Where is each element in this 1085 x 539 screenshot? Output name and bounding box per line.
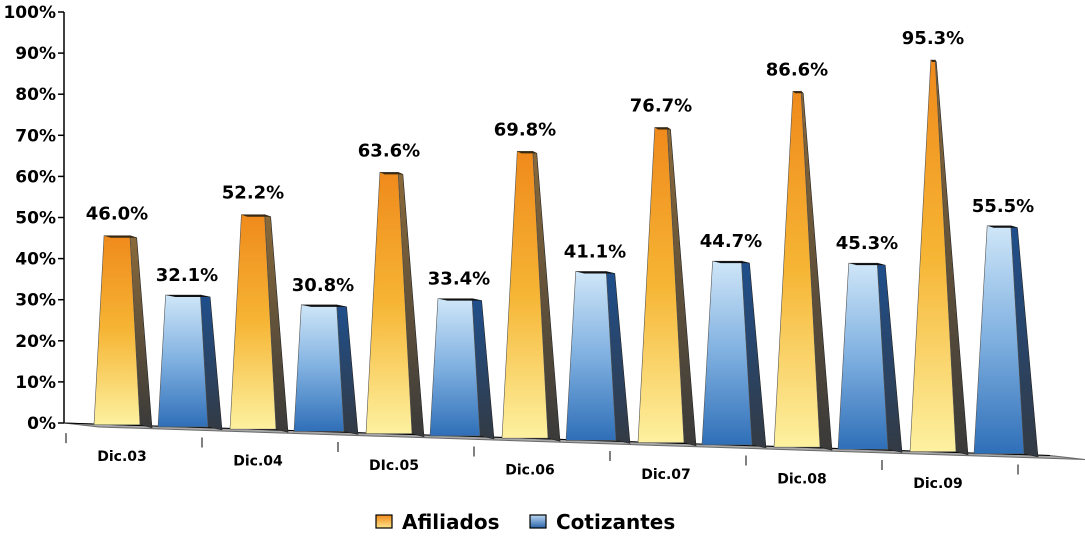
y-tick-label: 20% (15, 332, 56, 352)
data-label: 55.5% (972, 196, 1034, 217)
bar-top-cap (241, 214, 271, 217)
bar-afiliados-dic03 (93, 235, 153, 429)
data-label: 76.7% (630, 95, 692, 116)
x-tick-label: Dic.07 (641, 467, 691, 483)
data-label: 86.6% (766, 59, 828, 80)
legend-label: Cotizantes (556, 510, 675, 534)
bar-top-cap (848, 263, 886, 266)
bar-afiliados-dic05 (365, 171, 425, 438)
data-label: 30.8% (292, 275, 354, 296)
bar-top-cap (301, 304, 347, 307)
y-tick-label: 0% (27, 414, 56, 434)
bar-cotizantes-dic09 (973, 225, 1039, 458)
y-tick-label: 50% (15, 209, 56, 229)
data-label: 46.0% (86, 204, 148, 225)
data-label: 95.3% (902, 28, 964, 49)
bar-top-cap (792, 91, 804, 94)
bar-top-cap (437, 298, 482, 301)
data-label: 63.6% (358, 140, 420, 161)
bar-cotizantes-dic04 (293, 304, 359, 435)
x-tick-label: Dic.06 (505, 462, 555, 478)
x-tick-label: Dic.08 (777, 471, 827, 487)
data-label: 33.4% (428, 269, 490, 290)
bar-front-face (293, 304, 345, 432)
bar-cotizantes-dic08 (837, 262, 903, 453)
legend-swatch (375, 514, 393, 529)
x-tick-label: DIc.05 (369, 458, 419, 474)
y-tick-label: 70% (15, 126, 56, 146)
bar-front-face (157, 294, 209, 428)
bar-top-cap (987, 225, 1018, 228)
data-label: 52.2% (222, 183, 284, 204)
bar-afiliados-dic09 (909, 59, 969, 456)
x-tick-label: Dic.09 (913, 476, 963, 492)
bar-afiliados-dic04 (229, 214, 289, 433)
bar-cotizantes-dic03 (157, 294, 223, 431)
bar-afiliados-dic07 (637, 126, 697, 447)
data-label: 69.8% (494, 119, 556, 140)
y-tick-label: 10% (15, 373, 56, 393)
y-tick-label: 90% (15, 44, 56, 64)
y-tick-label: 60% (15, 167, 56, 187)
legend-swatch (529, 514, 547, 529)
bar-top-cap (654, 127, 671, 130)
data-label: 32.1% (156, 265, 218, 286)
data-label: 44.7% (700, 231, 762, 252)
y-tick-label: 80% (15, 85, 56, 105)
legend-label: Afiliados (402, 510, 499, 534)
bar-cotizantes-dic07 (701, 260, 767, 449)
x-tick-label: Dic.04 (233, 453, 283, 469)
bar-afiliados-dic06 (501, 150, 561, 442)
bar-top-cap (104, 235, 137, 238)
bar-top-cap (517, 151, 537, 154)
bar-afiliados-dic08 (773, 90, 833, 451)
x-tick-label: Dic.03 (97, 449, 147, 465)
y-tick-label: 30% (15, 291, 56, 311)
bar-top-cap (575, 271, 615, 274)
bar-top-cap (712, 261, 750, 264)
bar-front-face (429, 298, 481, 437)
bar-top-cap (930, 59, 937, 62)
y-tick-label: 40% (15, 250, 56, 270)
bar-top-cap (165, 294, 211, 297)
bar-cotizantes-dic06 (565, 271, 631, 444)
bar-top-cap (379, 172, 403, 175)
y-tick-label: 100% (3, 3, 56, 23)
bar-cotizantes-dic05 (429, 298, 495, 440)
data-label: 45.3% (836, 233, 898, 254)
data-label: 41.1% (564, 241, 626, 262)
